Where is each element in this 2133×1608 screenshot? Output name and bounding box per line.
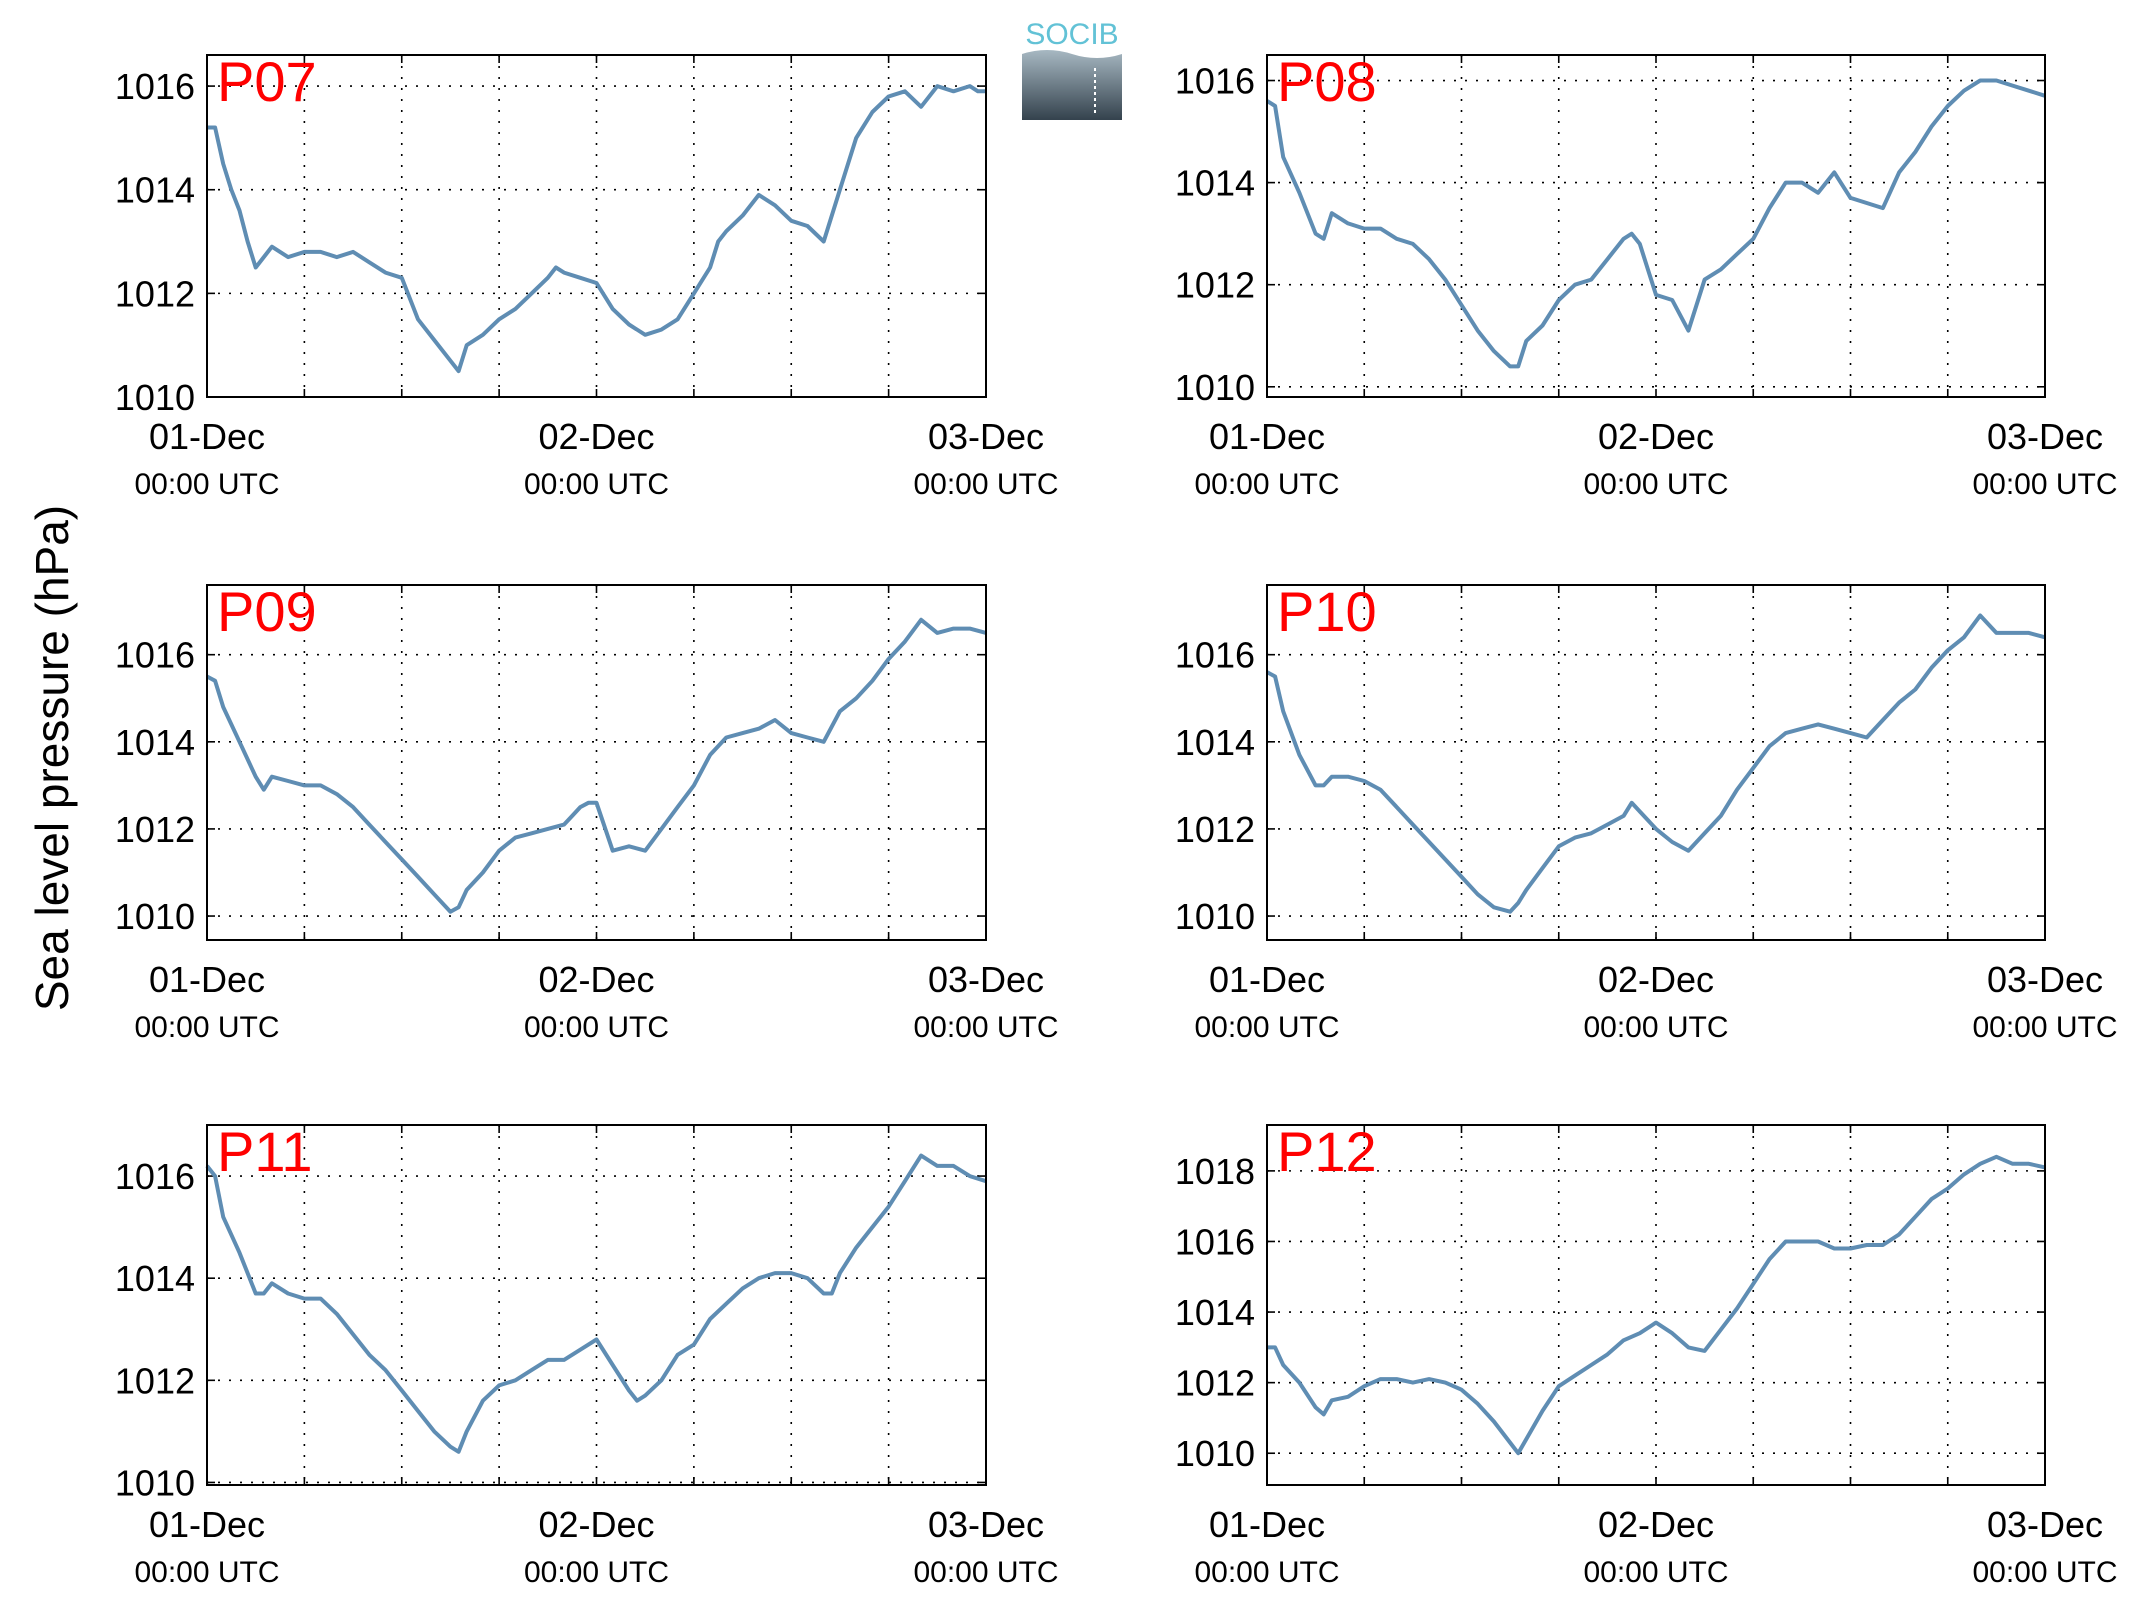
x-tick-label-time: 00:00 UTC — [1972, 468, 2117, 501]
y-tick-label: 1010 — [115, 896, 195, 937]
chart-panel-p11: 1010 1012 1014 1016 01-Dec 00:00 UTC 02-Dec 00:… — [115, 1120, 1059, 1589]
x-tick-label-time: 00:00 UTC — [134, 1556, 279, 1589]
series-line — [1267, 1154, 2046, 1456]
x-tick-label-date: 01-Dec — [149, 416, 265, 457]
y-tick-label: 1016 — [115, 1156, 195, 1197]
y-tick-label: 1016 — [1175, 1221, 1255, 1262]
x-tick-label-date: 03-Dec — [1987, 959, 2103, 1000]
x-tick-label-date: 01-Dec — [1209, 1504, 1325, 1545]
station-label: P09 — [217, 580, 317, 643]
plot-frame — [1266, 54, 2046, 398]
x-tick-label-date: 02-Dec — [538, 416, 654, 457]
y-tick-label: 1012 — [1175, 809, 1255, 850]
series-line — [207, 84, 986, 374]
station-label: P11 — [217, 1120, 312, 1183]
plot-frame — [206, 584, 987, 941]
x-tick-label-date: 03-Dec — [1987, 1504, 2103, 1545]
x-tick-label-date: 01-Dec — [1209, 959, 1325, 1000]
x-tick-label-time: 00:00 UTC — [524, 468, 669, 501]
y-tick-label: 1016 — [1175, 61, 1255, 102]
x-tick-label-time: 00:00 UTC — [913, 1556, 1058, 1589]
y-tick-label: 1010 — [1175, 1433, 1255, 1474]
y-tick-label: 1012 — [1175, 265, 1255, 306]
y-tick-label: 1010 — [1175, 896, 1255, 937]
y-tick-label: 1014 — [115, 170, 195, 211]
plot-frame — [1266, 584, 2046, 941]
y-tick-label: 1016 — [115, 66, 195, 107]
series-line — [1265, 78, 2046, 369]
y-tick-label: 1016 — [115, 635, 195, 676]
x-tick-label-time: 00:00 UTC — [1194, 1556, 1339, 1589]
x-tick-label-time: 00:00 UTC — [913, 1011, 1058, 1044]
y-tick-label: 1012 — [115, 809, 195, 850]
y-tick-label: 1010 — [115, 377, 195, 418]
x-tick-label-time: 00:00 UTC — [913, 468, 1058, 501]
y-tick-label: 1012 — [1175, 1363, 1255, 1404]
x-tick-label-date: 02-Dec — [1598, 1504, 1714, 1545]
x-tick-label-date: 03-Dec — [928, 416, 1044, 457]
socib-logo: SOCIB — [1022, 18, 1122, 120]
x-tick-label-time: 00:00 UTC — [524, 1556, 669, 1589]
chart-panel-p09: 1010 1012 1014 1016 01-Dec 00:00 UTC 02-Dec 00:… — [115, 580, 1059, 1044]
series-line — [206, 617, 987, 914]
y-tick-label: 1010 — [1175, 367, 1255, 408]
station-label: P10 — [1277, 580, 1377, 643]
x-tick-label-time: 00:00 UTC — [1583, 1011, 1728, 1044]
plot-frame — [206, 54, 987, 398]
y-tick-label: 1014 — [1175, 722, 1255, 763]
station-label: P12 — [1277, 1120, 1377, 1183]
chart-panel-p10: 1010 1012 1014 1016 01-Dec 00:00 UTC 02-Dec 00:… — [1175, 580, 2118, 1044]
logo-text: SOCIB — [1025, 18, 1118, 51]
y-tick-label: 1014 — [1175, 163, 1255, 204]
y-tick-label: 1018 — [1175, 1151, 1255, 1192]
y-tick-label: 1012 — [115, 1360, 195, 1401]
plot-frame — [206, 1124, 987, 1486]
x-tick-label-date: 03-Dec — [928, 1504, 1044, 1545]
x-tick-label-date: 02-Dec — [538, 1504, 654, 1545]
y-axis-label: Sea level pressure (hPa) — [26, 505, 78, 1011]
x-tick-label-time: 00:00 UTC — [1194, 468, 1339, 501]
y-tick-label: 1016 — [1175, 635, 1255, 676]
x-tick-label-time: 00:00 UTC — [524, 1011, 669, 1044]
x-tick-label-date: 02-Dec — [1598, 416, 1714, 457]
x-tick-label-time: 00:00 UTC — [1972, 1556, 2117, 1589]
x-tick-label-time: 00:00 UTC — [1194, 1011, 1339, 1044]
x-tick-label-time: 00:00 UTC — [1583, 468, 1728, 501]
x-tick-label-time: 00:00 UTC — [1972, 1011, 2117, 1044]
station-label: P07 — [217, 50, 317, 113]
series-line — [1266, 613, 2046, 914]
y-tick-label: 1012 — [115, 273, 195, 314]
chart-panel-p08: 1010 1012 1014 1016 01-Dec 00:00 UTC 02-Dec 00:… — [1175, 50, 2118, 501]
x-tick-label-date: 01-Dec — [149, 959, 265, 1000]
y-tick-label: 1014 — [115, 1258, 195, 1299]
station-label: P08 — [1277, 50, 1377, 113]
x-tick-label-time: 00:00 UTC — [1583, 1556, 1728, 1589]
x-tick-label-time: 00:00 UTC — [134, 1011, 279, 1044]
x-tick-label-date: 03-Dec — [928, 959, 1044, 1000]
x-tick-label-time: 00:00 UTC — [134, 468, 279, 501]
plot-frame — [1266, 1124, 2046, 1486]
x-tick-label-date: 01-Dec — [149, 1504, 265, 1545]
x-tick-label-date: 02-Dec — [538, 959, 654, 1000]
y-tick-label: 1014 — [115, 722, 195, 763]
x-tick-label-date: 01-Dec — [1209, 416, 1325, 457]
y-tick-label: 1014 — [1175, 1292, 1255, 1333]
x-tick-label-date: 02-Dec — [1598, 959, 1714, 1000]
series-line — [205, 1153, 987, 1454]
chart-panel-p07: 1010 1012 1014 1016 01-Dec 00:00 UTC 02-Dec 00:… — [115, 50, 1059, 501]
y-tick-label: 1010 — [115, 1462, 195, 1503]
x-tick-label-date: 03-Dec — [1987, 416, 2103, 457]
chart-panel-p12: 1010 1012 1014 1016 1018 01-Dec 00:00 UTC 02-De… — [1175, 1120, 2118, 1589]
